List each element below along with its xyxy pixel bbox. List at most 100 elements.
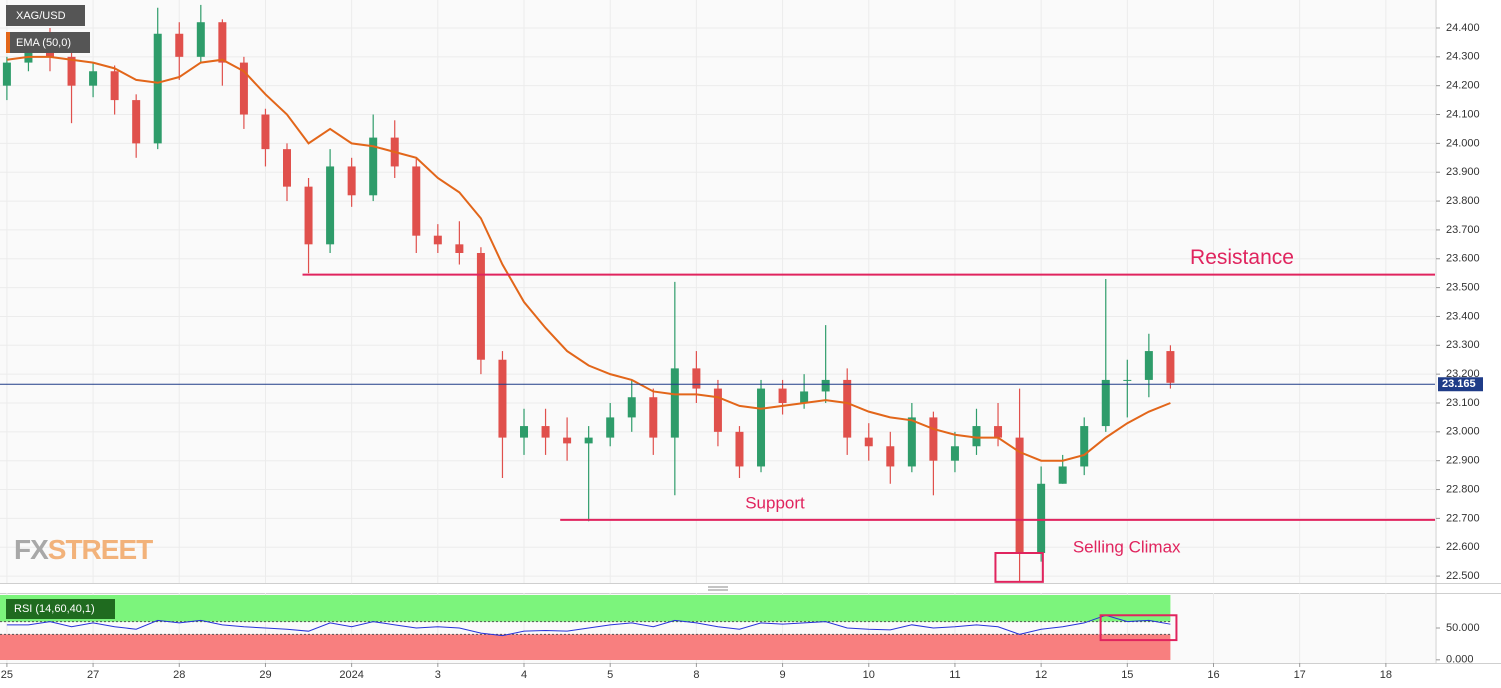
annotation-box: [1099, 614, 1178, 642]
candle-body: [778, 388, 787, 403]
y-tick-label: 23.900: [1446, 166, 1480, 178]
candle-body: [972, 426, 981, 447]
y-tick-label: 22.700: [1446, 512, 1480, 524]
last-price-label: 23.165: [1442, 378, 1476, 390]
candle-body: [843, 379, 852, 438]
level-label: Resistance: [1190, 246, 1294, 269]
candle-body: [907, 417, 916, 467]
candle-body: [649, 397, 658, 438]
candle-body: [218, 22, 227, 63]
candle-body: [886, 446, 895, 467]
x-tick-label: 3: [435, 669, 441, 681]
candle-body: [713, 388, 722, 432]
candle-body: [1037, 483, 1046, 553]
y-tick-label: 24.300: [1446, 51, 1480, 63]
x-tick-label: 18: [1380, 669, 1392, 681]
candle-body: [800, 391, 809, 403]
x-tick-label: 5: [607, 669, 613, 681]
candle-body: [864, 437, 873, 447]
candle-body: [326, 166, 335, 245]
legend-box: [6, 32, 90, 53]
x-tick-label: 12: [1035, 669, 1047, 681]
candle-body: [627, 397, 636, 418]
candle-body: [196, 22, 205, 57]
candle-body: [476, 252, 485, 360]
candle-body: [1144, 351, 1153, 380]
y-tick-label: 50.000: [1446, 622, 1480, 634]
y-tick-label: 23.500: [1446, 282, 1480, 294]
candle-body: [369, 137, 378, 196]
y-tick-label: 23.600: [1446, 253, 1480, 265]
x-tick-label: 4: [521, 669, 527, 681]
candle-body: [455, 244, 464, 253]
legend-label: EMA (50,0): [16, 37, 71, 49]
candle-body: [433, 235, 442, 245]
candle-body: [132, 100, 141, 144]
candle-body: [110, 71, 119, 101]
symbol-label: XAG/USD: [16, 10, 66, 22]
candle-body: [24, 48, 33, 63]
main-plot: [0, 0, 1435, 583]
candle-body: [304, 186, 313, 245]
x-tick-label: 2024: [339, 669, 363, 681]
legend-swatch: [6, 32, 10, 53]
candle-body: [1123, 379, 1132, 381]
candle-body: [153, 33, 162, 144]
candle-body: [1058, 466, 1067, 484]
x-tick-label: 16: [1207, 669, 1219, 681]
x-tick-label: 17: [1294, 669, 1306, 681]
y-tick-label: 24.400: [1446, 22, 1480, 34]
candle-body: [1101, 379, 1110, 427]
y-tick-label: 23.000: [1446, 426, 1480, 438]
x-tick-label: 28: [173, 669, 185, 681]
candle-body: [239, 62, 248, 115]
annotation-label: Selling Climax: [1073, 537, 1181, 556]
last-price-tag: [1438, 377, 1483, 392]
candle-body: [498, 359, 507, 438]
y-tick-label: 23.300: [1446, 339, 1480, 351]
candle-body: [2, 62, 11, 86]
y-tick-label: 24.000: [1446, 137, 1480, 149]
candle-body: [994, 426, 1003, 438]
candle-body: [692, 368, 701, 389]
candle-body: [950, 446, 959, 461]
y-tick-label: 22.800: [1446, 483, 1480, 495]
x-tick-label: 8: [693, 669, 699, 681]
y-tick-label: 24.100: [1446, 108, 1480, 120]
watermark-part: FX: [14, 534, 49, 565]
candle-body: [67, 56, 76, 86]
candle-body: [1166, 351, 1175, 383]
x-tick-label: 11: [949, 669, 960, 681]
x-tick-label: 27: [87, 669, 99, 681]
x-tick-label: 15: [1121, 669, 1133, 681]
rsi-line: [6, 614, 1171, 637]
panel-handle[interactable]: [708, 586, 728, 591]
watermark-part: STREET: [48, 534, 153, 565]
candle-body: [1080, 426, 1089, 467]
y-tick-label: 24.200: [1446, 80, 1480, 92]
y-tick-label: 22.500: [1446, 570, 1480, 582]
rsi-legend-box: [6, 599, 115, 619]
y-tick-label: 23.100: [1446, 397, 1480, 409]
y-tick-label: 22.600: [1446, 541, 1480, 553]
x-tick-label: 10: [863, 669, 875, 681]
oversold-zone: [0, 634, 1171, 660]
x-tick-label: 9: [780, 669, 786, 681]
candle-body: [283, 149, 291, 187]
y-tick-label: 23.700: [1446, 224, 1480, 236]
candle-body: [261, 114, 270, 150]
annotation-box: [994, 551, 1044, 583]
x-tick-label: 29: [259, 669, 271, 681]
candle-body: [670, 368, 679, 438]
level-label: Support: [745, 493, 805, 512]
y-tick-label: 23.400: [1446, 310, 1480, 322]
grid-layer: [0, 0, 1435, 663]
candle-body: [606, 417, 615, 438]
symbol-box: [6, 5, 85, 26]
watermark: FXSTREET: [14, 534, 153, 565]
candle-body: [757, 388, 766, 467]
rsi-legend-label: RSI (14,60,40,1): [14, 603, 95, 615]
candle-body: [347, 166, 356, 196]
x-tick-label: 25: [1, 669, 13, 681]
